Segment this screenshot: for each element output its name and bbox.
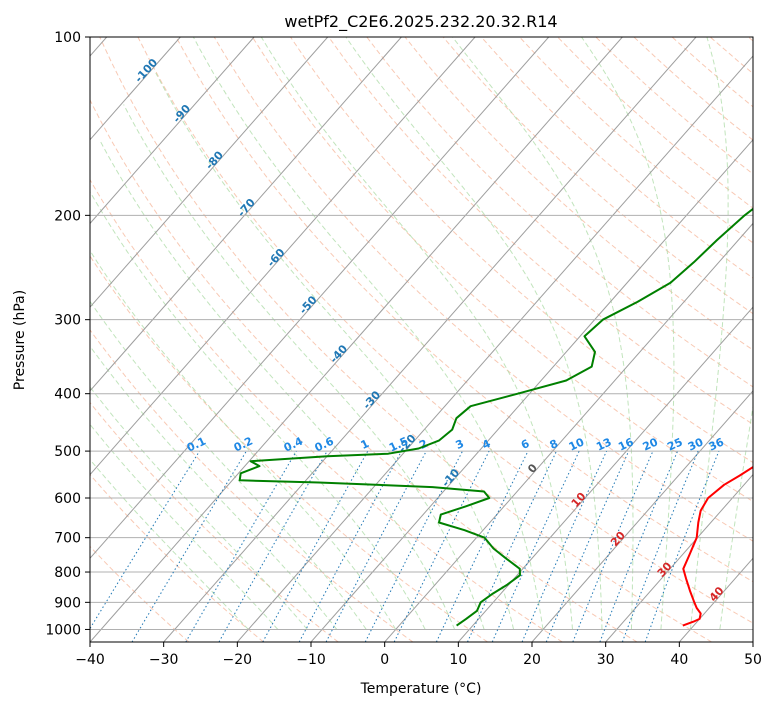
mixing-ratio-line (545, 450, 630, 642)
mixing-ratio-line (621, 450, 699, 642)
x-tick-label: −20 (223, 652, 253, 668)
moist-adiabat-line (90, 423, 279, 630)
sounding-profiles (238, 207, 753, 627)
mixing-ratio-label: 13 (594, 435, 613, 453)
isotherm-line (90, 37, 181, 141)
x-tick-label: −40 (75, 652, 105, 668)
y-tick-label: 500 (54, 444, 81, 460)
moist-adiabat-line (581, 37, 675, 630)
chart-title: wetPf2_C2E6.2025.232.20.32.R14 (284, 12, 557, 32)
y-tick-label: 900 (54, 595, 81, 611)
isotherm-line (90, 37, 255, 225)
moist-adiabat-line (345, 37, 603, 630)
x-tick-label: 20 (523, 652, 541, 668)
mixing-ratio-line (90, 450, 200, 630)
mixing-ratio-label: 20 (641, 435, 661, 453)
mixing-ratio-line (298, 450, 402, 642)
dry-adiabat-line (442, 37, 753, 315)
isotherm-line (90, 37, 476, 476)
dry-adiabat-line (175, 37, 753, 583)
plot-frame (89, 36, 754, 643)
dry-adiabat-line (251, 37, 753, 503)
moist-adiabat-line (90, 386, 308, 630)
moist-adiabat-line (99, 141, 456, 630)
moist-adiabat-line (689, 37, 729, 630)
isotherm-line (90, 37, 623, 642)
y-tick-label: 1000 (45, 622, 81, 638)
x-tick-label: −30 (149, 652, 179, 668)
moist-adiabat-line (192, 37, 544, 630)
isotherm-line (457, 306, 753, 642)
mixing-ratio-line (599, 450, 679, 642)
y-axis: 1000 900 800 700 600 500 400 300 200 100 (45, 30, 90, 638)
mixing-ratio-line (572, 450, 654, 642)
dry-adiabat-line (99, 37, 712, 642)
mixing-ratio-line (262, 450, 369, 642)
dry-adiabat-line (90, 401, 339, 642)
y-tick-label: 200 (54, 208, 81, 224)
moist-adiabats (90, 37, 753, 630)
moist-adiabat-line (452, 37, 634, 630)
y-tick-label: 800 (54, 565, 81, 581)
dry-adiabat-line (90, 255, 488, 642)
x-tick-label: 50 (744, 652, 762, 668)
isotherm-line (531, 390, 753, 642)
moist-adiabat-line (90, 249, 397, 630)
pressure-gridlines (90, 37, 753, 630)
x-tick-label: −10 (296, 652, 326, 668)
plot-area: -100-90-80-70-60-50-40-30-20-10 010203040… (90, 37, 753, 642)
dewpoint-profile-line (238, 207, 753, 627)
dry-adiabat-line (90, 98, 638, 642)
dry-adiabat-line (290, 37, 753, 464)
dry-adiabat-line (328, 37, 753, 425)
mixing-ratio-label: 16 (616, 435, 636, 453)
moist-adiabat-line (260, 37, 573, 630)
x-tick-label: 30 (597, 652, 615, 668)
moist-adiabat-line (123, 104, 485, 630)
dry-adiabat-line (404, 37, 753, 351)
x-axis-title: Temperature (°C) (360, 681, 482, 697)
x-tick-label: 40 (670, 652, 688, 668)
mixing-ratio-line (393, 450, 490, 642)
y-tick-label: 100 (54, 30, 81, 46)
y-axis-title: Pressure (hPa) (12, 290, 28, 390)
mixing-ratio-lines (90, 450, 720, 642)
dry-adiabat-line (137, 37, 753, 624)
temperature-profile-line (682, 465, 753, 627)
dry-adiabat-line (90, 473, 264, 642)
mixing-ratio-label: 25 (665, 435, 684, 453)
y-tick-label: 700 (54, 531, 81, 547)
y-tick-label: 300 (54, 313, 81, 329)
x-tick-label: 10 (449, 652, 467, 668)
isotherm-line (90, 37, 329, 308)
mixing-ratio-line (218, 450, 328, 642)
dry-adiabat-line (90, 178, 563, 642)
x-tick-label: 0 (380, 652, 389, 668)
moist-adiabat-line (719, 403, 753, 630)
mixing-ratio-line (521, 450, 608, 642)
mixing-ratio-label: 36 (707, 435, 727, 453)
isotherm-line (90, 37, 402, 392)
y-tick-label: 400 (54, 387, 81, 403)
mixing-ratio-line (644, 450, 720, 642)
isotherm-line (90, 37, 550, 560)
isotherm-line (384, 222, 753, 642)
moist-adiabat-line (90, 300, 367, 630)
isotherm-line (310, 138, 753, 642)
x-axis: −40 −30 −20 −10 0 10 20 30 40 50 (75, 642, 762, 668)
y-tick-label: 600 (54, 491, 81, 507)
moist-adiabat-line (90, 458, 249, 630)
mixing-ratio-label: 30 (686, 435, 706, 453)
moist-adiabat-line (90, 190, 426, 630)
isotherm-line (163, 37, 697, 642)
mixing-ratio-line (364, 450, 463, 642)
mixing-ratio-label: 10 (567, 435, 587, 453)
isotherm-line (236, 55, 753, 642)
